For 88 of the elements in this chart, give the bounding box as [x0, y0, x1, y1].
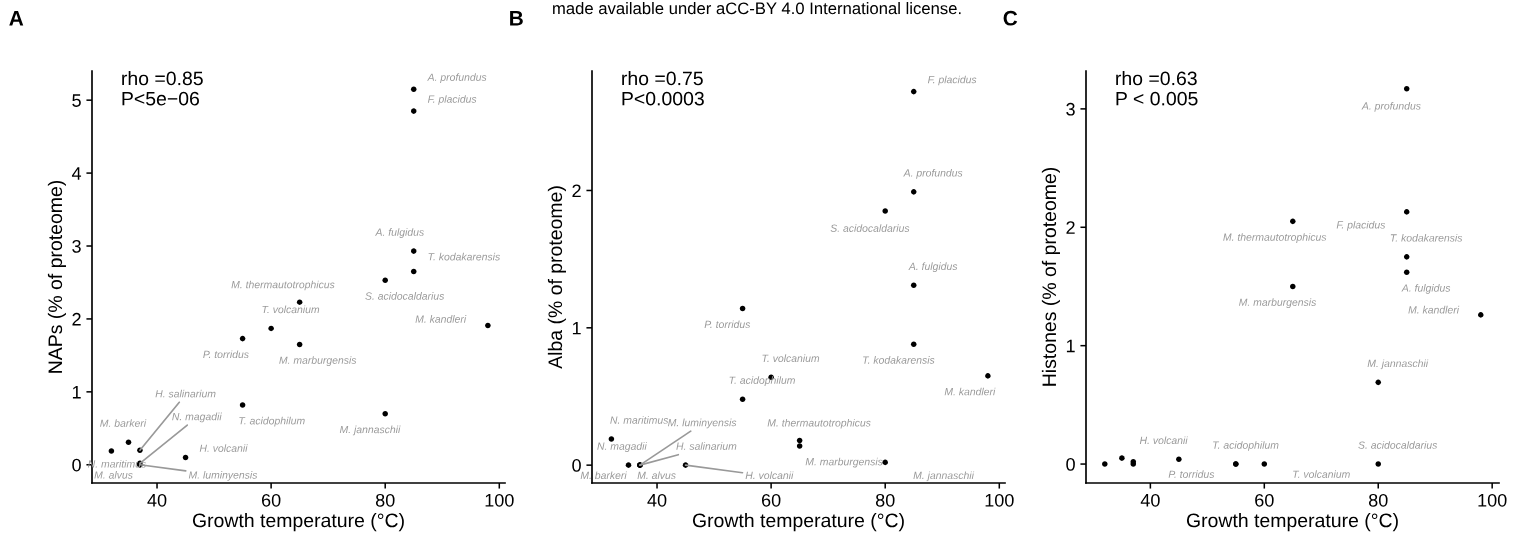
annotation: M. kandleri	[415, 315, 467, 323]
x-tick-label: 80	[375, 493, 395, 507]
x-tick-label: 60	[262, 493, 281, 507]
annotation: M. thermautotrophicus	[1223, 233, 1327, 243]
chart-title: B	[510, 11, 523, 26]
annotation: T. kodakarensis	[863, 356, 935, 364]
y-axis-title: NAPs (% of proteome)	[47, 180, 66, 373]
annotation: M. thermautotrophicus	[767, 418, 871, 429]
annotation: M. kandleri	[1408, 305, 1460, 314]
y-tick-label: 5	[72, 94, 81, 107]
x-axis-title: Growth temperature (°C)	[1186, 513, 1398, 532]
x-tick-label: 100	[485, 493, 514, 507]
annotation: M. marburgensis	[805, 457, 883, 468]
annotation: F. placidus	[1336, 220, 1386, 231]
annotation: A. fulgidus	[908, 262, 958, 273]
annotation: M. jannaschii	[339, 425, 401, 436]
annotation: T. kodakarensis	[428, 252, 500, 261]
x-tick-label: 60	[1255, 493, 1274, 507]
annotation: F. placidus	[927, 75, 977, 86]
annotation: M. luminyensis	[668, 418, 737, 429]
annotation: T. volcanium	[1293, 470, 1350, 478]
y-tick-label: 3	[72, 239, 81, 253]
annotation: M. jannaschii	[1367, 359, 1429, 370]
annotation: M. alvus	[94, 471, 133, 479]
y-tick-label: 4	[71, 167, 82, 180]
annotation: N. magadii	[597, 442, 647, 452]
text: made available under aCC-BY 4.0 International license.	[553, 2, 961, 15]
annotation: S. acidocaldarius	[1358, 441, 1438, 449]
y-axis-title: Alba (% of proteome)	[547, 186, 566, 369]
y-tick-label: 1	[72, 385, 81, 399]
annotation: M. barkeri	[100, 419, 147, 427]
x-tick-label: 100	[985, 493, 1014, 507]
annotation: M. marburgensis	[1239, 298, 1317, 308]
annotation: H. salinarium	[155, 389, 216, 398]
annotation: H. salinarium	[676, 442, 737, 450]
annotation: T. acidophilum	[239, 416, 305, 427]
annotation: rho =0.63 P < 0.005	[1116, 71, 1198, 106]
y-tick-label: 3	[1066, 102, 1075, 116]
annotation: A. profundus	[903, 168, 963, 179]
y-tick-label: 0	[572, 459, 581, 472]
annotation: M. barkeri	[580, 471, 627, 480]
annotation: S. acidocaldarius	[830, 224, 910, 232]
annotation: T. acidophilum	[729, 376, 795, 387]
x-tick-label: 40	[147, 493, 167, 507]
y-tick-label: 1	[1066, 339, 1075, 353]
annotation: H. volcanii	[1139, 436, 1188, 445]
annotation: M. luminyensis	[188, 471, 258, 481]
annotation: rho =0.85 P<5e−06	[122, 71, 203, 106]
y-tick-label: 0	[1066, 457, 1075, 471]
annotation: T. volcanium	[762, 354, 820, 362]
x-tick-label: 100	[1478, 493, 1507, 507]
annotation: H. volcanii	[199, 444, 248, 452]
annotation: H. volcanii	[745, 471, 794, 480]
y-tick-label: 2	[72, 312, 81, 326]
x-axis-title: Growth temperature (°C)	[692, 513, 904, 532]
x-tick-label: 40	[1140, 493, 1160, 507]
annotation: P. torridus	[704, 320, 751, 329]
x-tick-label: 80	[1368, 493, 1388, 507]
x-tick-label: 40	[647, 493, 667, 507]
annotation: S. acidocaldarius	[365, 292, 445, 300]
annotation: M. thermautotrophicus	[231, 280, 335, 291]
annotation: A. profundus	[427, 73, 487, 83]
annotation: rho =0.75 P<0.0003	[622, 71, 704, 106]
annotation: M. marburgensis	[279, 356, 357, 366]
chart-title: A	[9, 11, 24, 26]
y-tick-label: 2	[1066, 221, 1075, 234]
x-tick-label: 80	[875, 493, 895, 507]
y-tick-label: 0	[72, 458, 81, 472]
annotation: T. acidophilum	[1213, 441, 1279, 451]
annotation: M. kandleri	[944, 387, 996, 396]
y-axis-title: Histones (% of proteome)	[1041, 167, 1060, 386]
x-axis-title: Growth temperature (°C)	[192, 513, 404, 532]
annotation: A. fulgidus	[1401, 284, 1451, 294]
annotation: A. fulgidus	[375, 228, 424, 238]
annotation: P. torridus	[203, 350, 249, 359]
annotation: N. maritimus	[610, 416, 669, 424]
annotation: M. alvus	[637, 471, 676, 480]
annotation: M. jannaschii	[913, 471, 975, 482]
annotation: P. torridus	[1168, 470, 1215, 478]
y-tick-label: 2	[572, 184, 581, 198]
annotation: N. magadii	[172, 412, 222, 423]
y-tick-label: 1	[572, 321, 581, 335]
chart-title: C	[1003, 10, 1018, 26]
annotation: A. profundus	[1361, 101, 1421, 112]
annotation: F. placidus	[427, 95, 477, 105]
annotation: T. volcanium	[262, 305, 320, 314]
annotation: T. kodakarensis	[1390, 233, 1463, 242]
x-tick-label: 60	[762, 493, 781, 507]
